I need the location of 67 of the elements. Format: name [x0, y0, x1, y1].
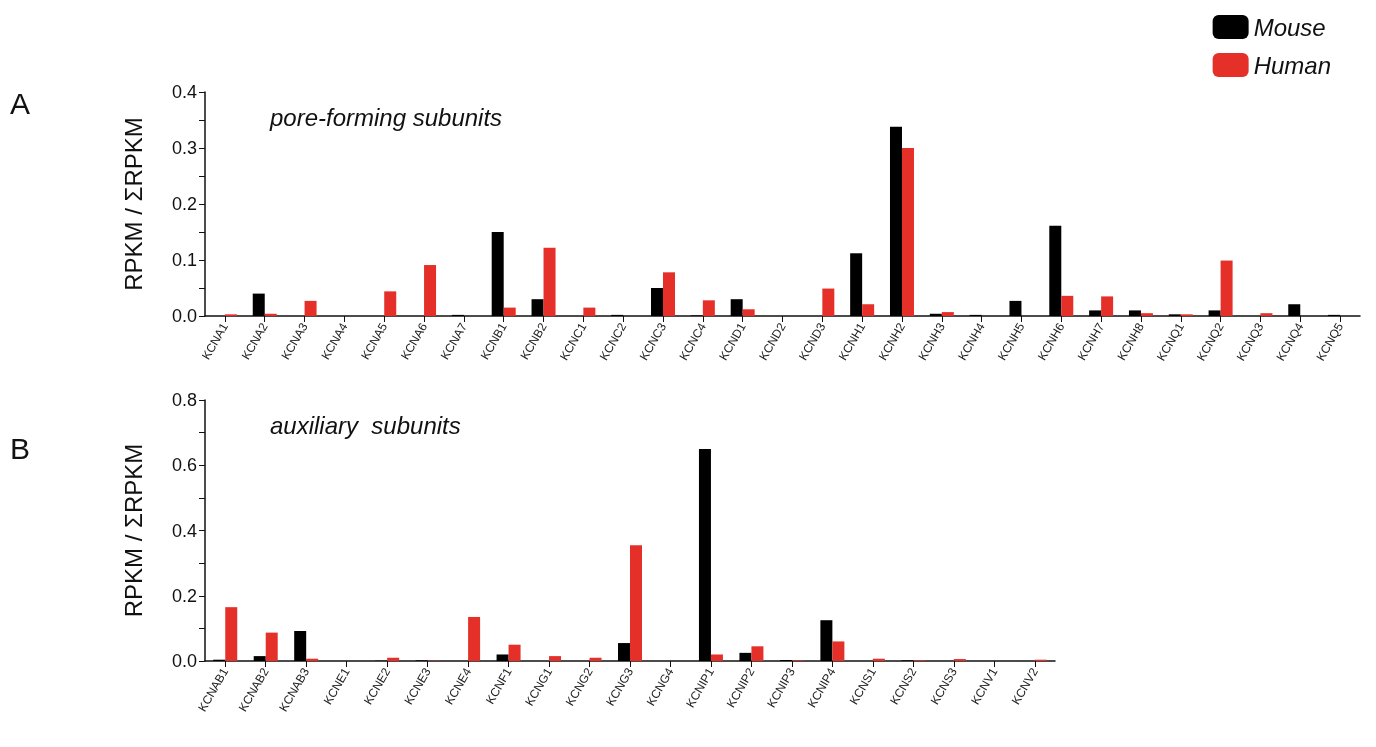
bar — [1128, 310, 1141, 316]
bar — [1061, 295, 1074, 316]
bar — [889, 126, 902, 316]
bar — [387, 657, 400, 661]
bar — [702, 300, 715, 316]
y-axis-title: RPKM / ΣRPKM — [119, 443, 147, 618]
bar — [663, 272, 676, 316]
bar — [850, 253, 863, 316]
bar — [941, 312, 954, 316]
text: auxiliary subunits — [270, 411, 461, 439]
bar — [739, 652, 752, 661]
bar — [710, 654, 723, 661]
bar — [503, 307, 516, 316]
bar — [820, 620, 833, 661]
y-tick-label: 0.0 — [171, 651, 197, 671]
y-tick-label: 0.2 — [171, 194, 197, 214]
bar — [1009, 300, 1022, 316]
bar — [531, 299, 544, 316]
bar — [265, 632, 278, 661]
bar — [1208, 310, 1221, 316]
y-tick-label: 0.0 — [171, 306, 197, 326]
y-tick-label: 0.4 — [171, 520, 197, 541]
bar — [496, 654, 509, 661]
bar — [730, 299, 743, 316]
bar — [384, 291, 397, 316]
bar — [901, 148, 914, 316]
bar — [630, 545, 642, 661]
bar — [252, 293, 265, 316]
bar — [698, 448, 711, 661]
bar — [651, 288, 664, 316]
bar — [751, 646, 764, 661]
bar — [822, 288, 835, 316]
y-tick-label: 0.4 — [171, 82, 197, 102]
bar — [589, 657, 602, 661]
bar — [424, 265, 437, 316]
bar — [253, 656, 266, 661]
bar — [1260, 313, 1273, 316]
legend-label: Mouse — [1253, 13, 1326, 41]
bar — [468, 616, 481, 661]
bar — [583, 307, 596, 316]
legend-label: Human — [1253, 51, 1332, 79]
bar — [1140, 313, 1153, 316]
bar — [862, 304, 875, 316]
bar — [294, 630, 307, 661]
bar — [1220, 260, 1233, 316]
bar — [1089, 310, 1102, 316]
bar — [508, 644, 521, 661]
y-tick-label: 0.8 — [171, 390, 197, 410]
bar — [1049, 225, 1062, 316]
bar — [832, 641, 845, 661]
bar — [618, 643, 630, 661]
bar — [1101, 296, 1114, 316]
text: pore-forming subunits — [269, 103, 503, 131]
bar — [304, 300, 317, 316]
y-axis-title: RPKM / ΣRPKM — [119, 117, 147, 291]
y-tick-label: 0.2 — [171, 585, 197, 606]
bar — [742, 309, 755, 316]
y-tick-label: 0.3 — [171, 138, 197, 158]
bar — [225, 607, 238, 661]
bar — [549, 656, 562, 661]
y-tick-label: 0.1 — [171, 250, 197, 270]
text: B — [10, 431, 31, 465]
text: A — [10, 86, 31, 120]
bar — [491, 232, 504, 316]
bar — [1288, 304, 1301, 316]
y-tick-label: 0.6 — [171, 455, 197, 476]
bar — [543, 247, 556, 316]
